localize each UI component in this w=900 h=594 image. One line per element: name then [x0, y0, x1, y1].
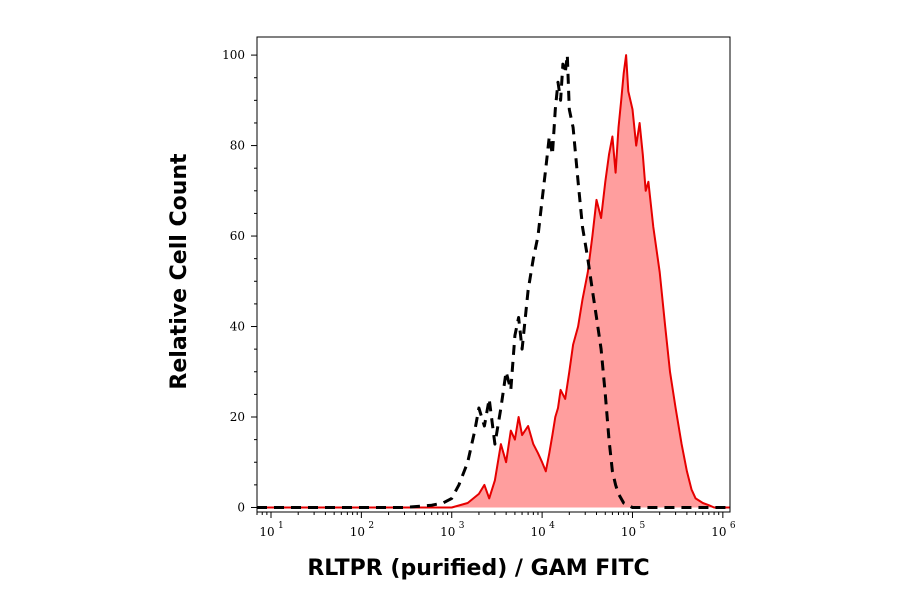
y-tick-label: 20: [230, 410, 245, 424]
y-tick-label: 100: [222, 48, 245, 62]
x-tick-label-base: 10: [440, 525, 455, 539]
series-line-filled: [257, 54, 730, 509]
y-tick-label: 60: [230, 229, 245, 243]
x-tick-label-exponent: 3: [459, 521, 465, 531]
x-tick-label-exponent: 4: [549, 521, 555, 531]
x-tick-label-base: 10: [259, 525, 274, 539]
x-tick-label-exponent: 2: [368, 521, 374, 531]
y-tick-label: 0: [237, 500, 245, 514]
series-area-fill: [257, 55, 730, 508]
y-axis-title: Relative Cell Count: [167, 153, 192, 390]
y-tick-label: 80: [230, 139, 245, 153]
x-tick-label-base: 10: [530, 525, 545, 539]
x-axis-title: RLTPR (purified) / GAM FITC: [307, 556, 649, 581]
plot-content: [257, 53, 730, 509]
x-tick-label-exponent: 6: [730, 521, 736, 531]
y-tick-label: 40: [230, 320, 245, 334]
plot-frame: [256, 36, 731, 513]
x-tick-label-exponent: 1: [278, 521, 284, 531]
x-axis-ticks: 10 1 10 2 10 3 10 4 10 5 10 6: [256, 512, 736, 539]
x-tick-label-base: 10: [711, 525, 726, 539]
x-tick-label-exponent: 5: [639, 521, 645, 531]
x-tick-label-base: 10: [621, 525, 636, 539]
series-line-dashed: [257, 53, 730, 509]
y-axis-ticks: 0 20 40 60 80 100: [222, 48, 257, 514]
x-tick-label-base: 10: [350, 525, 365, 539]
